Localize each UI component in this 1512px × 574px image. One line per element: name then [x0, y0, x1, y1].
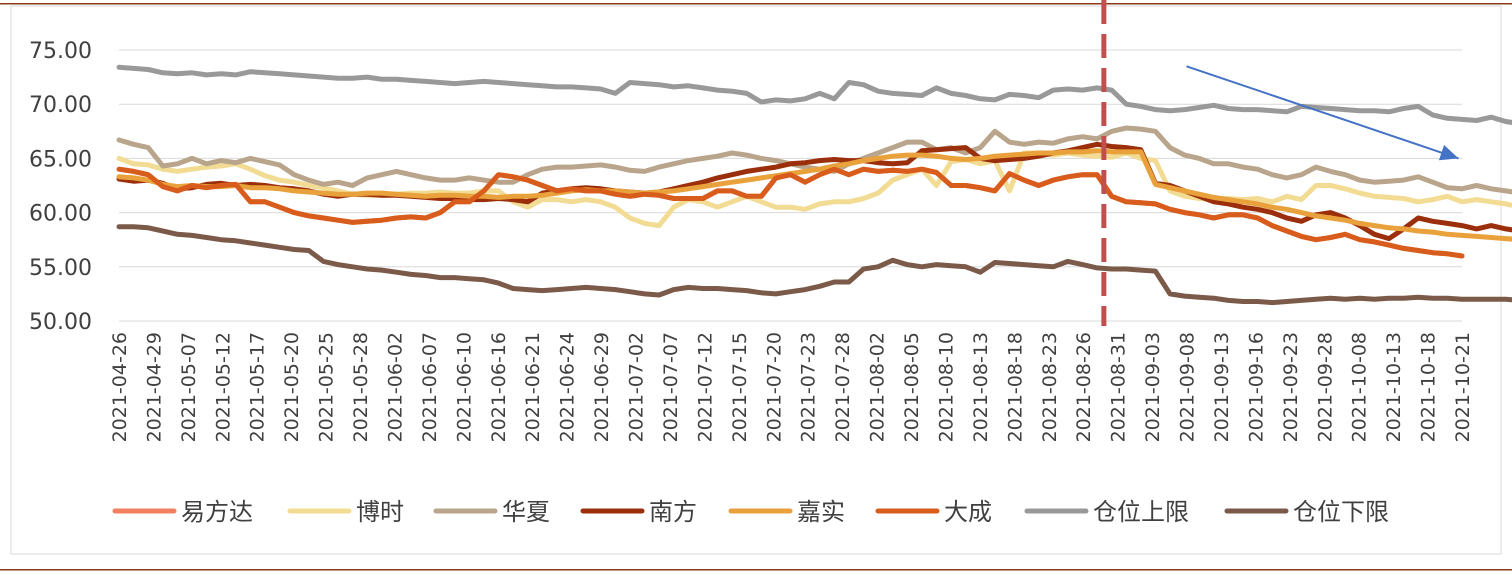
x-tick-label: 2021-07-28: [832, 332, 854, 442]
x-tick-label: 2021-07-15: [729, 332, 751, 442]
x-tick-label: 2021-10-13: [1383, 332, 1405, 442]
series-lines: [116, 64, 1512, 306]
x-tick-label: 2021-10-18: [1418, 332, 1440, 442]
x-tick-label: 2021-05-07: [178, 332, 200, 442]
y-axis-labels: 50.00 55.00 60.00 65.00 70.00 75.00: [29, 39, 92, 335]
x-tick-label: 2021-09-03: [1142, 332, 1164, 442]
legend-label: 易方达: [181, 498, 253, 526]
annotations: [1101, 0, 1459, 326]
y-tick-label: 75.00: [29, 39, 92, 64]
x-tick-label: 2021-08-13: [970, 332, 992, 442]
legend-label: 华夏: [502, 498, 550, 526]
legend-label: 大成: [944, 498, 992, 526]
chart-frame-top-rule: [0, 3, 1512, 5]
y-tick-label: 55.00: [29, 256, 92, 281]
x-tick-label: 2021-08-05: [901, 332, 923, 442]
x-tick-label: 2021-09-28: [1314, 332, 1336, 442]
trend-arrow-line: [1186, 65, 1459, 160]
y-tick-label: 60.00: [29, 202, 92, 227]
series-line: [116, 125, 1512, 195]
legend: 易方达 博时 华夏 南方 嘉实 大成 仓位上限 仓位下限: [112, 498, 1389, 526]
trend-arrow-head: [1438, 145, 1459, 161]
x-tick-label: 2021-06-07: [419, 332, 441, 442]
series-line: [116, 64, 1512, 125]
x-tick-label: 2021-06-24: [557, 332, 579, 442]
x-tick-label: 2021-06-02: [384, 332, 406, 442]
series-line: [116, 166, 1465, 259]
x-tick-label: 2021-06-29: [591, 332, 613, 442]
x-tick-label: 2021-09-16: [1245, 332, 1267, 442]
x-tick-label: 2021-07-07: [660, 332, 682, 442]
x-tick-label: 2021-07-23: [798, 332, 820, 442]
x-tick-label: 2021-04-26: [109, 332, 131, 442]
legend-label: 仓位下限: [1293, 498, 1389, 526]
x-tick-label: 2021-05-25: [316, 332, 338, 442]
x-tick-label: 2021-08-18: [1004, 332, 1026, 442]
x-tick-label: 2021-07-12: [694, 332, 716, 442]
x-tick-label: 2021-07-20: [763, 332, 785, 442]
x-tick-label: 2021-06-21: [522, 332, 544, 442]
x-tick-label: 2021-10-21: [1452, 332, 1474, 442]
legend-label: 嘉实: [797, 498, 845, 526]
x-tick-label: 2021-05-20: [281, 332, 303, 442]
x-tick-label: 2021-06-10: [453, 332, 475, 442]
x-tick-label: 2021-07-02: [626, 332, 648, 442]
plot-border: [10, 5, 1502, 555]
x-tick-label: 2021-08-26: [1073, 332, 1095, 442]
legend-label: 博时: [356, 498, 404, 526]
series-line: [116, 148, 1512, 242]
x-axis-labels: 2021-04-26 2021-04-29 2021-05-07 2021-05-12…: [109, 332, 1474, 442]
series-line: [116, 224, 1512, 306]
x-tick-label: 2021-05-12: [212, 332, 234, 442]
legend-label: 南方: [649, 498, 697, 526]
x-tick-label: 2021-08-31: [1108, 332, 1130, 442]
legend-label: 仓位上限: [1093, 498, 1189, 526]
x-tick-label: 2021-10-08: [1349, 332, 1371, 442]
x-tick-label: 2021-08-10: [935, 332, 957, 442]
x-tick-label: 2021-08-23: [1039, 332, 1061, 442]
x-tick-label: 2021-09-13: [1211, 332, 1233, 442]
x-tick-label: 2021-05-17: [247, 332, 269, 442]
x-tick-label: 2021-05-28: [350, 332, 372, 442]
x-tick-label: 2021-09-23: [1280, 332, 1302, 442]
y-tick-label: 50.00: [29, 310, 92, 335]
x-tick-label: 2021-08-02: [867, 332, 889, 442]
y-tick-label: 70.00: [29, 93, 92, 118]
y-tick-label: 65.00: [29, 147, 92, 172]
x-tick-label: 2021-09-08: [1177, 332, 1199, 442]
x-tick-label: 2021-04-29: [143, 332, 165, 442]
chart-frame-bottom-rule: [0, 569, 1512, 571]
x-tick-label: 2021-06-16: [488, 332, 510, 442]
